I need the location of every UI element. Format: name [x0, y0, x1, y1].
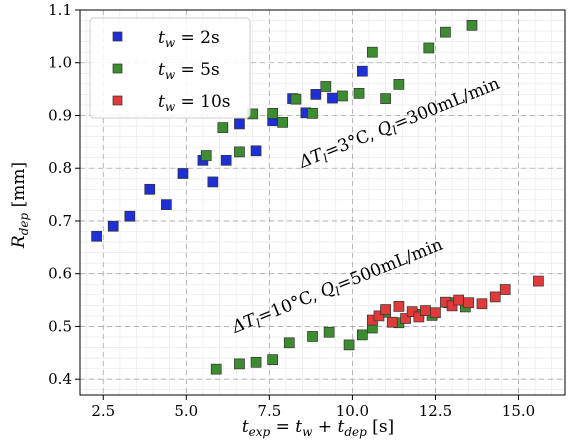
data-points	[91, 19, 544, 375]
data-point-series-2	[267, 354, 279, 366]
y-tick-label: 0.9	[48, 106, 72, 124]
legend-box	[89, 17, 251, 119]
data-point-series-1	[357, 65, 368, 77]
data-point-series-2	[440, 26, 451, 38]
data-point-series-3	[489, 291, 501, 303]
x-tick-label: 15.0	[502, 402, 535, 420]
data-point-series-3	[533, 275, 544, 287]
data-point-series-1	[234, 118, 245, 130]
plot-frame	[79, 9, 566, 396]
data-point-series-2	[323, 326, 335, 338]
legend-label: tw = 2s	[158, 28, 220, 50]
legend: tw = 2s tw = 5s tw = 10s	[89, 17, 251, 119]
data-point-series-1	[107, 220, 119, 232]
data-point-series-1	[177, 168, 189, 179]
data-point-series-2	[366, 46, 378, 58]
annotation-lower: ΔTl=10°C, Ql=500mL/min	[228, 235, 446, 340]
x-tick-label: 7.5	[257, 402, 281, 420]
data-point-series-3	[463, 297, 475, 309]
x-tick-label: 5.0	[174, 402, 198, 420]
data-point-series-3	[446, 300, 458, 312]
y-tick-label: 1.0	[48, 54, 72, 72]
data-point-series-2	[343, 339, 355, 351]
data-point-series-3	[476, 298, 488, 310]
data-point-series-1	[91, 230, 102, 242]
data-point-series-2	[290, 93, 302, 105]
data-point-series-2	[283, 337, 295, 349]
data-point-series-3	[420, 305, 431, 316]
y-tick-label: 0.7	[48, 212, 72, 230]
data-point-series-3	[393, 301, 405, 312]
x-axis-label: texp = tw + tdep [s]	[242, 417, 394, 439]
data-point-series-2	[234, 146, 245, 158]
data-point-series-2	[337, 90, 348, 102]
data-point-series-2	[380, 93, 391, 104]
legend-marker	[112, 95, 123, 106]
data-point-series-3	[413, 311, 425, 323]
x-tick-label: 2.5	[91, 402, 115, 420]
y-tick-label: 0.6	[48, 265, 72, 283]
data-point-series-1	[310, 89, 322, 100]
data-point-series-2	[466, 19, 478, 31]
data-point-series-3	[400, 313, 411, 324]
data-point-series-2	[393, 79, 405, 90]
data-point-series-2	[357, 329, 368, 341]
data-point-series-2	[210, 363, 222, 375]
data-point-series-3	[373, 310, 385, 322]
data-point-series-3	[453, 294, 465, 306]
data-point-series-3	[499, 284, 511, 295]
data-point-series-2	[250, 356, 262, 368]
data-point-series-2	[320, 81, 332, 92]
data-point-series-2	[234, 358, 245, 370]
y-axis-label: Rdep [mm]	[9, 162, 31, 249]
data-point-series-1	[220, 154, 232, 166]
y-tick-label: 0.4	[48, 370, 72, 388]
data-point-series-2	[217, 122, 229, 133]
data-point-series-1	[327, 92, 338, 104]
data-point-series-2	[353, 87, 365, 99]
data-point-series-1	[250, 145, 262, 157]
data-point-series-2	[267, 108, 279, 119]
axis-ticks: 2.5 5.0 7.5 10.0 12.5 15.0 0.4 0.5 0.6 0.7 0.8 0.9 1…	[48, 1, 535, 420]
data-point-series-2	[307, 331, 318, 342]
legend-label: tw = 5s	[158, 60, 220, 82]
data-point-series-1	[207, 176, 219, 188]
y-tick-label: 1.1	[48, 1, 72, 19]
legend-marker	[112, 63, 123, 74]
data-point-series-1	[144, 183, 156, 195]
data-point-series-1	[161, 199, 172, 210]
data-point-series-3	[386, 316, 398, 328]
data-point-series-3	[380, 304, 391, 315]
x-tick-label: 10.0	[336, 402, 369, 420]
data-point-series-2	[423, 42, 435, 54]
x-tick-label: 12.5	[419, 402, 452, 420]
legend-marker	[112, 31, 123, 42]
data-point-series-2	[200, 150, 212, 161]
data-point-series-3	[430, 307, 441, 319]
legend-label: tw = 10s	[158, 92, 231, 114]
y-tick-label: 0.5	[48, 317, 72, 335]
data-point-series-2	[307, 108, 318, 119]
data-point-series-1	[124, 210, 136, 222]
data-point-series-2	[277, 116, 288, 128]
y-tick-label: 0.8	[48, 159, 72, 177]
